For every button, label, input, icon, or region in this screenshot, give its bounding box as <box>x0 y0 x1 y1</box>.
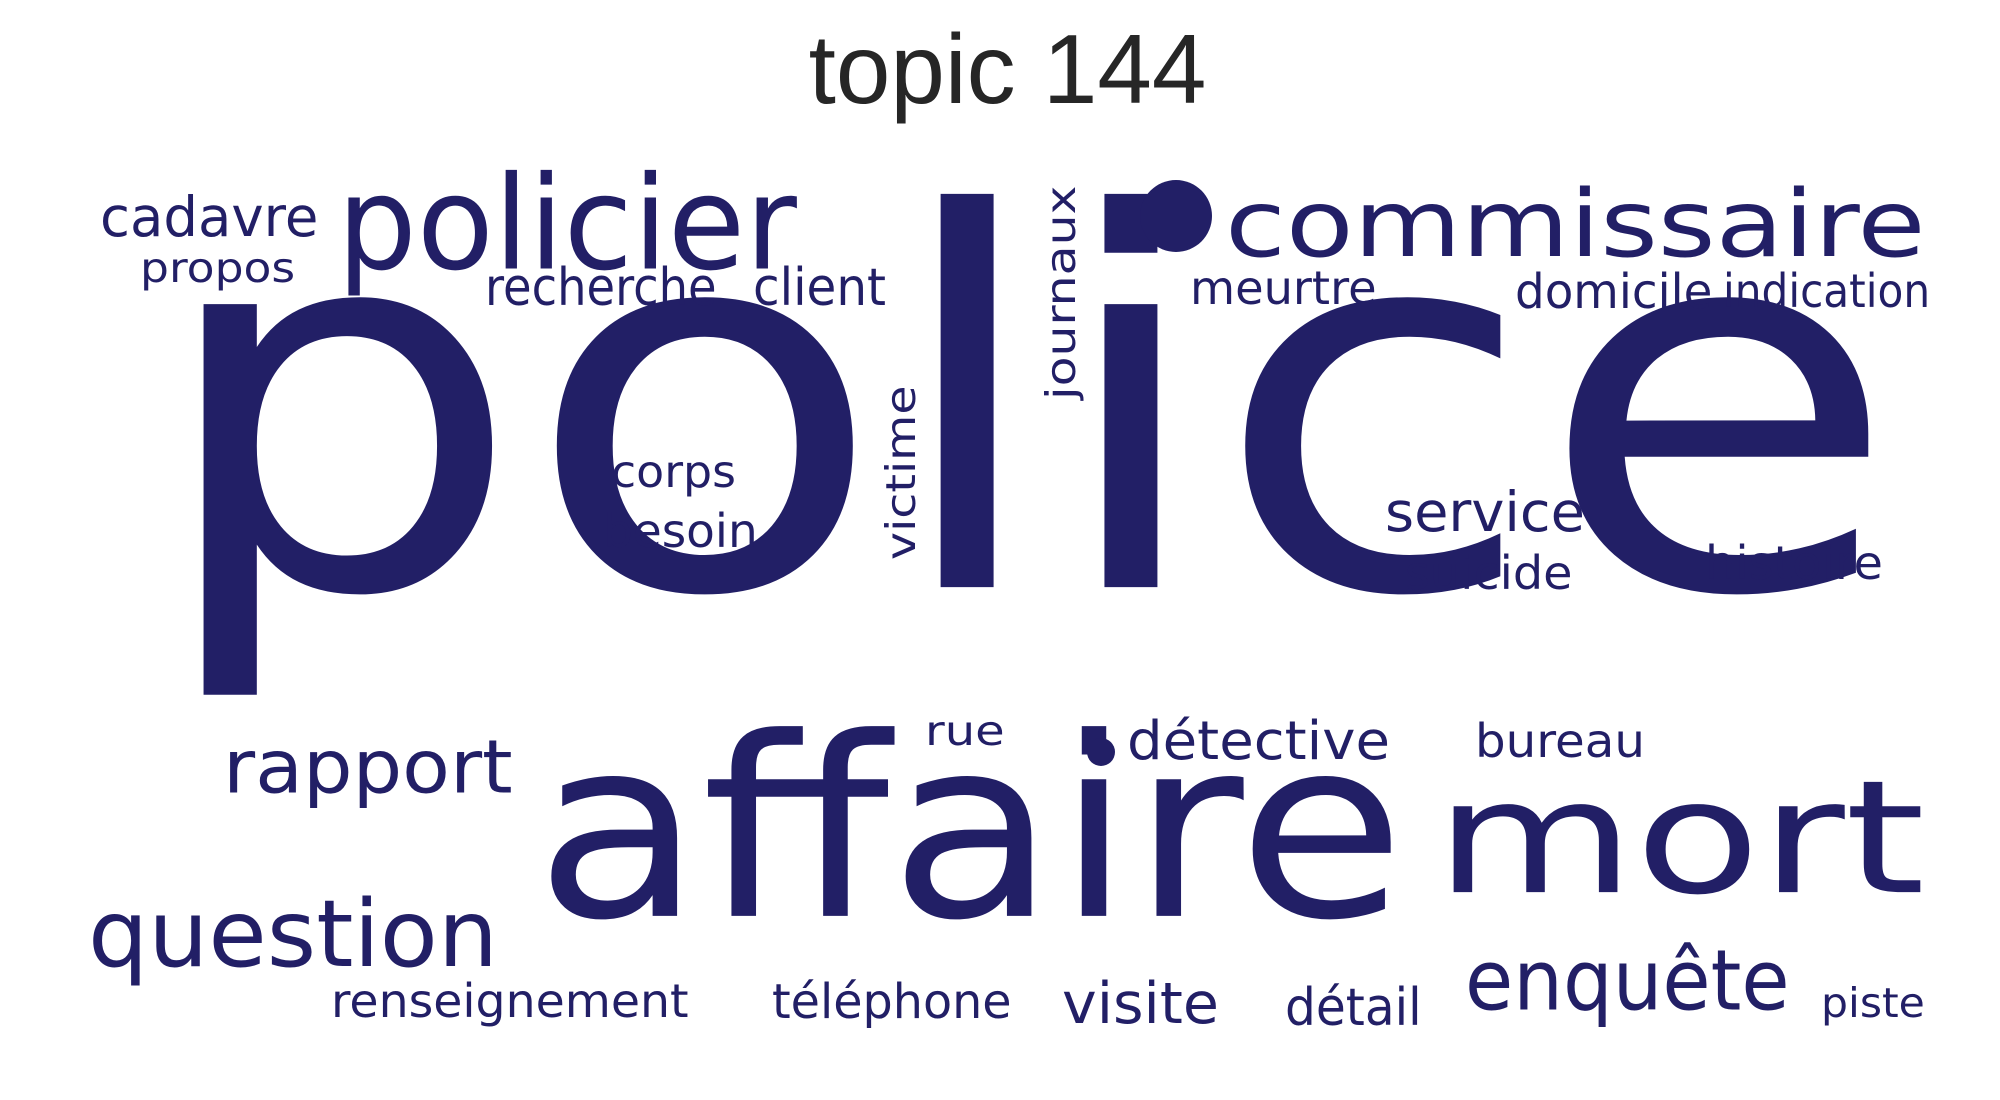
cloud-word-indication: indication <box>1723 264 1931 318</box>
cloud-word-besoin: besoin <box>603 504 758 558</box>
cloud-dot <box>1140 180 1212 252</box>
cloud-word-propos: propos <box>140 243 296 292</box>
cloud-word-question: question <box>88 879 499 988</box>
cloud-word-rue: rue <box>925 706 1005 755</box>
cloud-word-policier: policier <box>337 148 797 300</box>
cloud-word-domicile: domicile <box>1515 264 1713 320</box>
cloud-word-bureau: bureau <box>1475 714 1645 768</box>
cloud-word-mort: mort <box>1435 747 1926 930</box>
cloud-word-renseignement: renseignement <box>331 974 689 1028</box>
cloud-word-recherche: recherche <box>485 257 717 317</box>
cloud-dot <box>1087 738 1115 766</box>
cloud-word-commissaire: commissaire <box>1225 169 1926 278</box>
cloud-word-police: police <box>150 107 1900 710</box>
cloud-word-visite: visite <box>1062 969 1219 1037</box>
cloud-word-journaux: journaux <box>1036 185 1085 400</box>
figure-title: topic 144 <box>808 14 1207 124</box>
cloud-word-enquete: enquête <box>1465 932 1790 1030</box>
cloud-word-piste: piste <box>1821 978 1925 1027</box>
cloud-word-histoire: histoire <box>1705 536 1883 590</box>
cloud-word-victime: victime <box>876 385 925 560</box>
cloud-word-rapport: rapport <box>223 723 513 810</box>
cloud-word-telephone: téléphone <box>772 974 1012 1030</box>
cloud-word-client: client <box>753 257 887 317</box>
cloud-word-detail: détail <box>1285 977 1422 1037</box>
cloud-word-corps: corps <box>611 446 736 498</box>
cloud-word-service: service <box>1385 480 1585 545</box>
cloud-word-affaire: affaire <box>535 683 1406 975</box>
cloud-word-cadavre: cadavre <box>100 185 319 250</box>
cloud-word-suicide: suicide <box>1405 546 1573 600</box>
cloud-word-meurtre: meurtre <box>1190 261 1377 315</box>
cloud-word-detective: détective <box>1127 710 1390 772</box>
